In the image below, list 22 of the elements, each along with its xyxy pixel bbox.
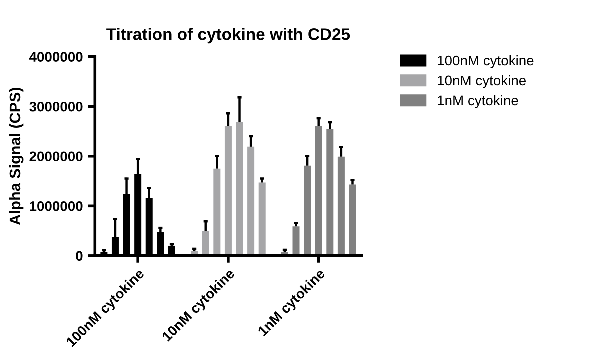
chart-title: Titration of cytokine with CD25 (106, 28, 350, 44)
bar (349, 184, 356, 256)
bar (338, 156, 345, 256)
bar (304, 166, 312, 256)
bar (326, 129, 334, 256)
y-tick-label: 3000000 (30, 102, 83, 112)
legend-label: 100nM cytokine (438, 55, 534, 68)
legend-label: 1nM cytokine (438, 95, 518, 108)
bar (258, 182, 266, 256)
y-tick-label: 0 (76, 251, 83, 262)
y-tick-label: 4000000 (29, 52, 83, 62)
bar (214, 168, 221, 256)
bar (224, 126, 232, 256)
bar (236, 122, 244, 256)
legend-label: 10nM cytokine (438, 75, 526, 88)
y-tick-label: 1000000 (30, 201, 83, 212)
y-tick-label: 2000000 (30, 152, 83, 162)
bar (248, 146, 255, 256)
y-axis-title: Alpha Signal (CPS) (9, 88, 24, 226)
bar (315, 126, 322, 256)
bar (202, 231, 210, 256)
bar (292, 226, 300, 256)
